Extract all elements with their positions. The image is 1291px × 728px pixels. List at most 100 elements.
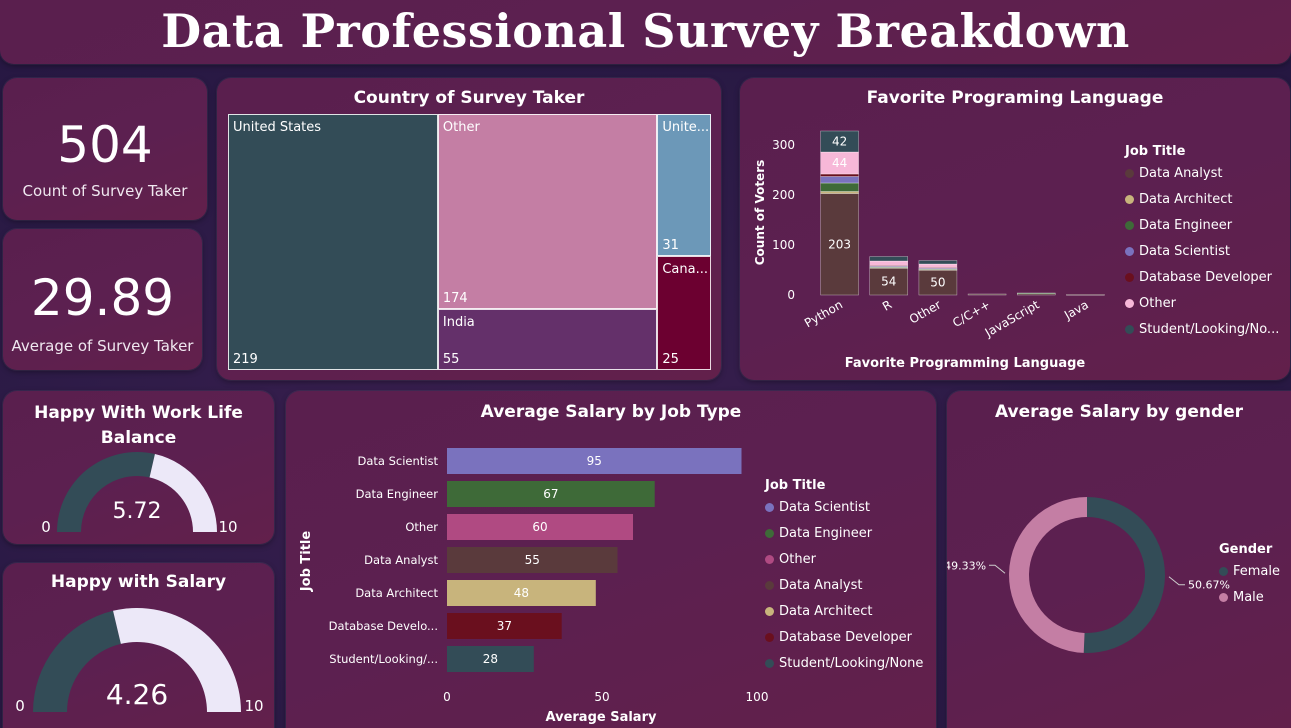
legend-dot xyxy=(1125,273,1134,282)
legend-dot xyxy=(1125,221,1134,230)
bar-data-scientist xyxy=(447,448,742,474)
bar-data-engineer xyxy=(447,481,655,507)
legend-item-data-analyst: Data Analyst xyxy=(1125,166,1222,181)
y-axis-label: Count of Voters xyxy=(753,160,767,266)
legend-dot xyxy=(765,581,774,590)
legend-item-female: Female xyxy=(1219,564,1280,579)
treemap-cell-value: 25 xyxy=(662,351,679,367)
bar-segment-java-data-analyst xyxy=(1066,294,1105,296)
treemap-cell-value: 174 xyxy=(442,290,468,306)
bar-data-label: 48 xyxy=(514,586,529,600)
legend-title: Job Title xyxy=(1125,144,1186,159)
y-tick-label: 0 xyxy=(787,288,795,302)
bar-data-architect xyxy=(447,580,596,606)
legend-dot xyxy=(765,555,774,564)
legend-item-student-looking-no: Student/Looking/No... xyxy=(1125,322,1279,337)
bar-student-looking xyxy=(447,646,534,672)
gauge-min-label: 0 xyxy=(41,518,51,536)
treemap-cell-cana: Cana... 25 xyxy=(657,255,711,370)
legend-label: Male xyxy=(1233,590,1264,605)
legend-label: Data Scientist xyxy=(779,500,870,515)
gauge-max-label: 10 xyxy=(244,697,263,715)
donut-slice-male xyxy=(1008,497,1087,653)
legend-label: Student/Looking/No... xyxy=(1139,322,1280,337)
bar-data-label: 60 xyxy=(532,520,547,534)
legend-title: Job Title xyxy=(765,478,826,493)
x-tick-label: 0 xyxy=(443,690,451,704)
salary-job-panel: Average Salary by Job Type 95 Data Scient… xyxy=(286,391,936,728)
bar-data-analyst xyxy=(447,547,618,573)
bar-segment-python-data-architect xyxy=(820,191,859,194)
bar-segment-python-data-analyst xyxy=(820,193,859,296)
legend-item-data-engineer: Data Engineer xyxy=(765,526,872,541)
legend-title: Gender xyxy=(1219,542,1273,557)
legend-label: Other xyxy=(779,552,816,567)
kpi-count-value: 504 xyxy=(57,116,153,174)
legend-dot xyxy=(765,633,774,642)
bar-data-label: 28 xyxy=(483,652,498,666)
x-tick-label: Python xyxy=(802,297,845,330)
treemap-cell-label: Other xyxy=(442,120,480,135)
legend-label: Database Developer xyxy=(779,630,913,645)
x-axis-label: Average Salary xyxy=(546,710,657,725)
legend-dot xyxy=(765,503,774,512)
treemap-cell-other: Other 174 xyxy=(437,114,658,309)
legend-label: Data Scientist xyxy=(1139,244,1230,259)
legend-label: Database Developer xyxy=(1139,270,1273,285)
legend-dot xyxy=(1219,593,1228,602)
legend-label: Data Analyst xyxy=(779,578,863,593)
y-tick-label: 300 xyxy=(772,138,795,152)
legend-item-data-scientist: Data Scientist xyxy=(765,500,870,515)
legend-dot xyxy=(1125,169,1134,178)
legend-item-data-analyst: Data Analyst xyxy=(765,578,862,593)
legend-item-data-scientist: Data Scientist xyxy=(1125,244,1230,259)
bar-segment-other-other xyxy=(918,263,958,268)
gauge-fill xyxy=(57,452,155,532)
legend-dot xyxy=(765,607,774,616)
bar-segment-javascript-data-engineer xyxy=(1017,292,1056,295)
bar-data-label: 54 xyxy=(881,275,896,289)
donut-data-label: 50.67% xyxy=(1188,579,1230,592)
y-tick-label: Data Architect xyxy=(355,586,438,600)
x-tick-label: Java xyxy=(1061,297,1091,322)
legend-dot xyxy=(1125,195,1134,204)
language-chart-title: Favorite Programing Language xyxy=(866,88,1164,108)
bar-data-label: 42 xyxy=(832,135,847,149)
bar-segment-r-student-looking-no xyxy=(869,256,908,262)
legend-dot xyxy=(1125,325,1134,334)
legend-item-data-engineer: Data Engineer xyxy=(1125,218,1232,233)
y-tick-label: Other xyxy=(405,520,438,534)
legend-item-database-developer: Database Developer xyxy=(1125,270,1272,285)
donut-leader-line xyxy=(1168,576,1185,586)
legend-item-data-architect: Data Architect xyxy=(1125,192,1232,207)
treemap-cell-label: Cana... xyxy=(662,261,708,277)
x-tick-label: Other xyxy=(907,297,944,326)
x-tick-label: 100 xyxy=(746,690,769,704)
gauge-salary: 4.26 0 10 xyxy=(15,608,264,715)
treemap-cell-label: Unite... xyxy=(662,120,710,135)
legend-dot xyxy=(1125,247,1134,256)
bar-data-label: 55 xyxy=(525,553,540,567)
bar-data-label: 50 xyxy=(930,276,945,290)
bar-data-label: 44 xyxy=(832,156,847,170)
title-bar: Data Professional Survey Breakdown xyxy=(0,0,1291,64)
gauge-wlb-title: Happy With Work Life Balance xyxy=(34,403,243,448)
treemap-cell-united-states: United States 219 xyxy=(228,114,438,370)
kpi-card-average[interactable]: 29.89 Average of Survey Taker xyxy=(3,229,202,370)
y-tick-label: Student/Looking/... xyxy=(329,652,438,666)
bar-segment-python-student-looking-no xyxy=(820,130,859,153)
kpi-count-label: Count of Survey Taker xyxy=(22,182,188,200)
legend-label: Student/Looking/None xyxy=(779,656,924,671)
gauge-fill xyxy=(33,610,121,712)
page-title: Data Professional Survey Breakdown xyxy=(161,4,1130,58)
salary-job-title: Average Salary by Job Type xyxy=(480,402,742,422)
legend-dot xyxy=(765,529,774,538)
bar-segment-python-data-scientist xyxy=(820,176,859,184)
country-treemap-panel: Country of Survey Taker United States 219… xyxy=(217,78,721,380)
legend-label: Data Architect xyxy=(1139,192,1233,207)
kpi-card-count[interactable]: 504 Count of Survey Taker xyxy=(3,78,207,220)
legend-item-other: Other xyxy=(1125,296,1176,311)
legend-label: Data Engineer xyxy=(779,526,873,541)
bar-other xyxy=(447,514,633,540)
treemap-cell-label: United States xyxy=(233,120,322,135)
